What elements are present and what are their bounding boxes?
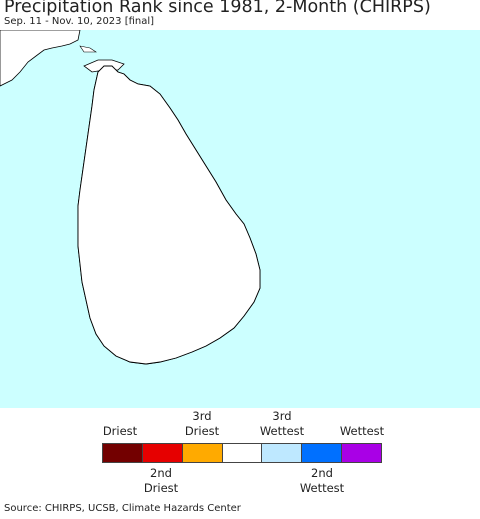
map-title: Precipitation Rank since 1981, 2-Month (… — [4, 0, 431, 17]
legend-color-bar — [102, 443, 382, 463]
legend-label-wettest: Wettest — [339, 424, 385, 438]
legend-swatch-3rd-wettest — [262, 444, 303, 462]
legend-swatch-3rd-driest — [182, 444, 223, 462]
precipitation-map — [0, 30, 480, 408]
legend-label-3rd-driest: 3rd Driest — [184, 409, 220, 438]
legend-label-2nd-wettest: 2nd Wettest — [299, 466, 345, 495]
legend-swatch-wettest — [342, 444, 382, 462]
source-credit: Source: CHIRPS, UCSB, Climate Hazards Ce… — [4, 503, 241, 514]
legend-swatch-driest — [103, 444, 143, 462]
legend-label-3rd-wettest: 3rd Wettest — [259, 409, 305, 438]
adams-bridge — [79, 45, 97, 53]
legend-swatch-2nd-driest — [142, 444, 183, 462]
legend-label-2nd-driest: 2nd Driest — [143, 466, 179, 495]
india-coast — [0, 30, 81, 87]
legend-label-driest: Driest — [102, 424, 138, 438]
legend-swatch-normal — [222, 444, 263, 462]
legend-swatch-2nd-wettest — [302, 444, 343, 462]
map-subtitle: Sep. 11 - Nov. 10, 2023 [final] — [4, 16, 155, 27]
